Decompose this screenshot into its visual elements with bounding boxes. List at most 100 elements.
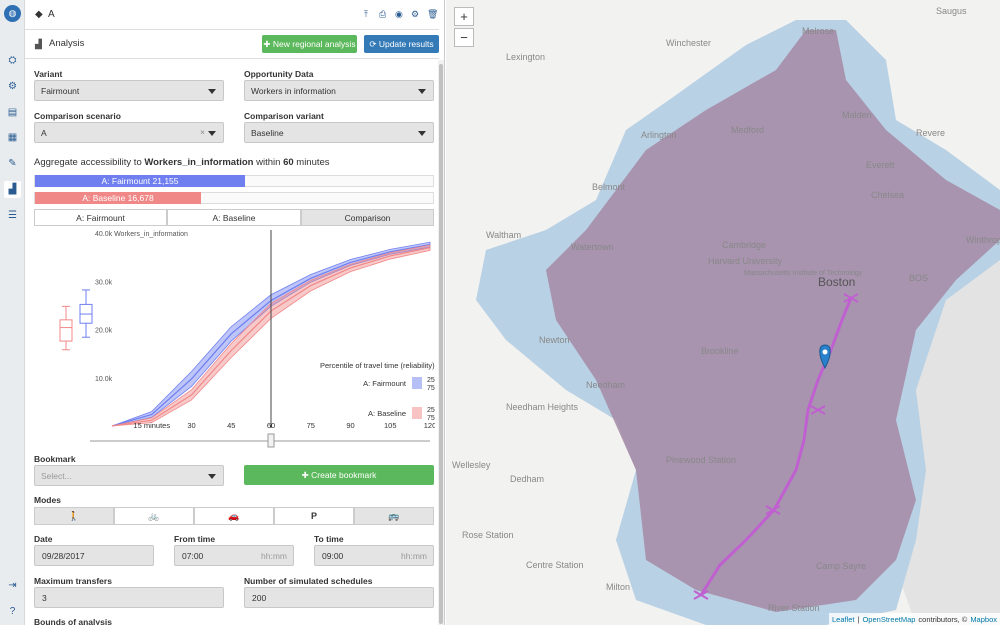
map-place-label: Lexington <box>506 52 546 62</box>
map-place-label: Medford <box>731 125 765 135</box>
osm-link[interactable]: OpenStreetMap <box>862 614 916 624</box>
baseline-bar: A: Baseline 16,678 <box>35 192 201 204</box>
map-place-label: Winthrop <box>966 235 1000 245</box>
x-tick-label: 105 <box>384 421 397 430</box>
to-time-input[interactable]: 09:00 hh:mm <box>314 545 434 566</box>
legend-lo: 25 <box>427 377 435 384</box>
legend-entry-label: A: Baseline <box>368 409 406 418</box>
map-place-label: Melrose <box>802 26 835 36</box>
logout-icon[interactable]: ⇥ <box>8 580 17 591</box>
help-icon[interactable]: ? <box>9 606 16 617</box>
car-icon: 🚗 <box>228 510 240 521</box>
database-icon[interactable]: ▤ <box>7 107 18 118</box>
map-place-label: Milton <box>606 582 631 592</box>
gear-icon[interactable]: ⚙ <box>411 9 420 19</box>
variant-label: Variant <box>34 69 63 79</box>
legend-hi: 75 <box>427 385 435 392</box>
map-place-label: Boston <box>818 275 856 289</box>
edit-icon[interactable]: ✎ <box>8 158 17 169</box>
schedules-input[interactable]: 200 <box>244 587 434 608</box>
comparison-scenario-select[interactable]: A × <box>34 122 224 143</box>
map-place-label: Cambridge <box>722 240 767 250</box>
mode-bike-button[interactable]: 🚲 <box>114 507 194 525</box>
map-place-label: Winchester <box>666 38 712 48</box>
update-results-button[interactable]: ⟳ Update results <box>364 35 439 53</box>
grid-icon[interactable]: ▦ <box>7 132 18 143</box>
max-transfers-input[interactable]: 3 <box>34 587 224 608</box>
map[interactable]: + − Saugus Winchester Melrose Lexington Arli… <box>446 0 1000 625</box>
mode-car-button[interactable]: 🚗 <box>194 507 274 525</box>
boxplot-box <box>59 319 73 342</box>
fairmount-bar: A: Fairmount 21,155 <box>35 175 245 187</box>
mode-park-ride-button[interactable]: P <box>274 507 354 525</box>
chevron-down-icon <box>208 89 216 94</box>
chevron-down-icon <box>208 474 216 479</box>
series-band-0 <box>111 241 431 427</box>
from-time-input[interactable]: 07:00 hh:mm <box>174 545 294 566</box>
mapbox-link[interactable]: Mapbox <box>970 614 997 624</box>
bus-icon: 🚌 <box>388 510 400 521</box>
tab-baseline[interactable]: A: Baseline <box>167 209 301 226</box>
map-place-label: Needham Heights <box>506 402 579 412</box>
mode-walk-button[interactable]: 🚶 <box>34 507 114 525</box>
mode-bus-button[interactable]: 🚌 <box>354 507 434 525</box>
variant-select[interactable]: Fairmount <box>34 80 224 101</box>
globe-icon[interactable]: ◉ <box>395 9 403 19</box>
x-tick-label: 15 minutes <box>133 421 170 430</box>
tab-fairmount[interactable]: A: Fairmount <box>34 209 167 226</box>
map-place-label: Watertown <box>571 242 614 252</box>
from-time-label: From time <box>174 534 216 544</box>
time-slider-handle[interactable] <box>267 433 275 448</box>
clear-icon[interactable]: × <box>200 127 205 137</box>
bookmark-select[interactable]: Select... <box>34 465 224 486</box>
create-bookmark-button[interactable]: ✚ Create bookmark <box>244 465 434 485</box>
zoom-in-button[interactable]: + <box>454 7 474 26</box>
new-regional-analysis-button[interactable]: ✚ New regional analysis <box>262 35 357 53</box>
map-place-label: Camp Sayre <box>816 561 867 571</box>
panel-scrollbar[interactable] <box>438 60 444 625</box>
accessibility-heading: Aggregate accessibility to Workers_in_in… <box>34 157 330 168</box>
map-canvas <box>476 20 1000 625</box>
bike-icon: 🚲 <box>148 510 160 521</box>
print-icon[interactable]: ⎙ <box>379 9 387 19</box>
map-place-label: Dedham <box>510 474 545 484</box>
access-region <box>546 30 1000 612</box>
zoom-out-button[interactable]: − <box>454 28 474 47</box>
comparison-variant-label: Comparison variant <box>244 111 324 121</box>
bookmark-label: Bookmark <box>34 454 76 464</box>
map-place-label: Brookline <box>701 346 739 356</box>
chevron-down-icon <box>418 89 426 94</box>
walk-icon: 🚶 <box>68 510 80 521</box>
leaflet-link[interactable]: Leaflet <box>831 614 855 624</box>
x-tick-label: 30 <box>187 421 195 430</box>
map-place-label: Rose Station <box>462 530 514 540</box>
legend-hi: 75 <box>427 415 435 422</box>
y-tick-label: 20.0k <box>95 328 113 335</box>
comparison-variant-select[interactable]: Baseline <box>244 122 434 143</box>
settings-icon[interactable]: ⚙ <box>8 81 17 92</box>
trash-icon[interactable]: 🗑 <box>427 9 439 19</box>
analysis-icon[interactable]: ▟ <box>4 181 21 198</box>
x-tick-label: 90 <box>346 421 354 430</box>
map-place-label: Newton <box>539 335 570 345</box>
opportunity-select[interactable]: Workers in information <box>244 80 434 101</box>
map-place-label: Pinewood Station <box>666 455 737 465</box>
opportunity-label: Opportunity Data <box>244 69 314 79</box>
map-place-label: Chelsea <box>871 190 905 200</box>
transit-stops <box>693 293 859 600</box>
logo-icon[interactable]: ◍ <box>4 5 21 22</box>
map-place-label: Massachusetts Institute of Technology <box>744 270 863 277</box>
analysis-panel: ◆ A ⤒ ⎙ ◉ ⚙ 🗑 ▟ Analysis ✚ New regional … <box>25 0 445 625</box>
baseline-bar-track: A: Baseline 16,678 <box>34 192 434 204</box>
date-input[interactable]: 09/28/2017 <box>34 545 154 566</box>
origin-marker-icon[interactable] <box>819 344 831 370</box>
map-attribution: Leaflet | OpenStreetMap contributors, © M… <box>828 613 1000 625</box>
y-tick-label: 40.0k Workers_in_information <box>95 231 188 238</box>
upload-icon[interactable]: ⤒ <box>364 9 368 19</box>
list-icon[interactable]: ☰ <box>8 210 17 221</box>
regions-icon[interactable]: ⛭ <box>8 55 17 66</box>
map-place-label: River Station <box>768 603 820 613</box>
legend-title: Percentile of travel time (reliability) <box>320 361 435 370</box>
tab-comparison[interactable]: Comparison <box>301 209 434 226</box>
